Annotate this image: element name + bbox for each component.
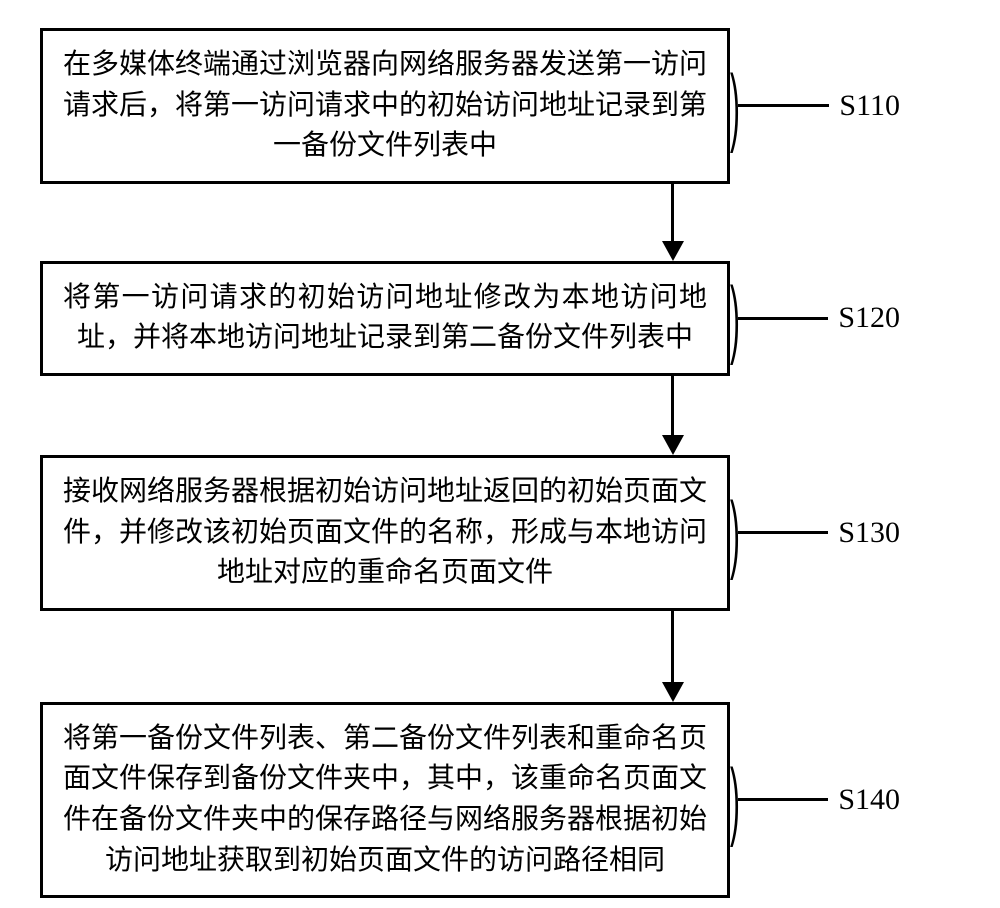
arrow-down-icon: [385, 376, 960, 455]
brace-icon: ): [730, 757, 740, 843]
step-connector: ) S140: [730, 773, 900, 827]
step-text: 在多媒体终端通过浏览器向网络服务器发送第一访问请求后，将第一访问请求中的初始访问…: [63, 49, 707, 161]
connector-line: [738, 798, 828, 801]
step-label: S130: [838, 516, 900, 550]
arrow-shaft: [671, 611, 674, 683]
arrow-down-icon: [385, 184, 960, 261]
step-label: S110: [839, 89, 900, 123]
step-connector: ) S120: [730, 291, 900, 345]
step-text: 将第一备份文件列表、第二备份文件列表和重命名页面文件保存到备份文件夹中，其中，该…: [63, 723, 707, 876]
step-connector: ) S130: [730, 506, 900, 560]
connector-line: [738, 317, 828, 320]
step-box: 将第一备份文件列表、第二备份文件列表和重命名页面文件保存到备份文件夹中，其中，该…: [40, 702, 730, 898]
flow-step: 将第一访问请求的初始访问地址修改为本地访问地址，并将本地访问地址记录到第二备份文…: [40, 261, 960, 376]
flowchart-container: 在多媒体终端通过浏览器向网络服务器发送第一访问请求后，将第一访问请求中的初始访问…: [40, 28, 960, 898]
brace-icon: ): [730, 63, 740, 149]
connector-line: [738, 531, 828, 534]
step-box: 接收网络服务器根据初始访问地址返回的初始页面文件，并修改该初始页面文件的名称，形…: [40, 455, 730, 611]
brace-icon: ): [730, 275, 740, 361]
step-box: 将第一访问请求的初始访问地址修改为本地访问地址，并将本地访问地址记录到第二备份文…: [40, 261, 730, 376]
step-label: S120: [838, 301, 900, 335]
step-label: S140: [838, 783, 900, 817]
flow-step: 接收网络服务器根据初始访问地址返回的初始页面文件，并修改该初始页面文件的名称，形…: [40, 455, 960, 611]
step-box: 在多媒体终端通过浏览器向网络服务器发送第一访问请求后，将第一访问请求中的初始访问…: [40, 28, 730, 184]
step-text: 接收网络服务器根据初始访问地址返回的初始页面文件，并修改该初始页面文件的名称，形…: [63, 476, 707, 588]
arrow-head: [662, 241, 684, 261]
arrow-shaft: [671, 376, 674, 436]
arrow-head: [662, 682, 684, 702]
arrow-down-icon: [385, 611, 960, 702]
brace-icon: ): [730, 490, 740, 576]
connector-line: [738, 104, 829, 107]
flow-step: 在多媒体终端通过浏览器向网络服务器发送第一访问请求后，将第一访问请求中的初始访问…: [40, 28, 960, 184]
step-text: 将第一访问请求的初始访问地址修改为本地访问地址，并将本地访问地址记录到第二备份文…: [63, 282, 707, 354]
step-connector: ) S110: [730, 79, 900, 133]
arrow-shaft: [671, 184, 674, 242]
arrow-head: [662, 435, 684, 455]
flow-step: 将第一备份文件列表、第二备份文件列表和重命名页面文件保存到备份文件夹中，其中，该…: [40, 702, 960, 898]
